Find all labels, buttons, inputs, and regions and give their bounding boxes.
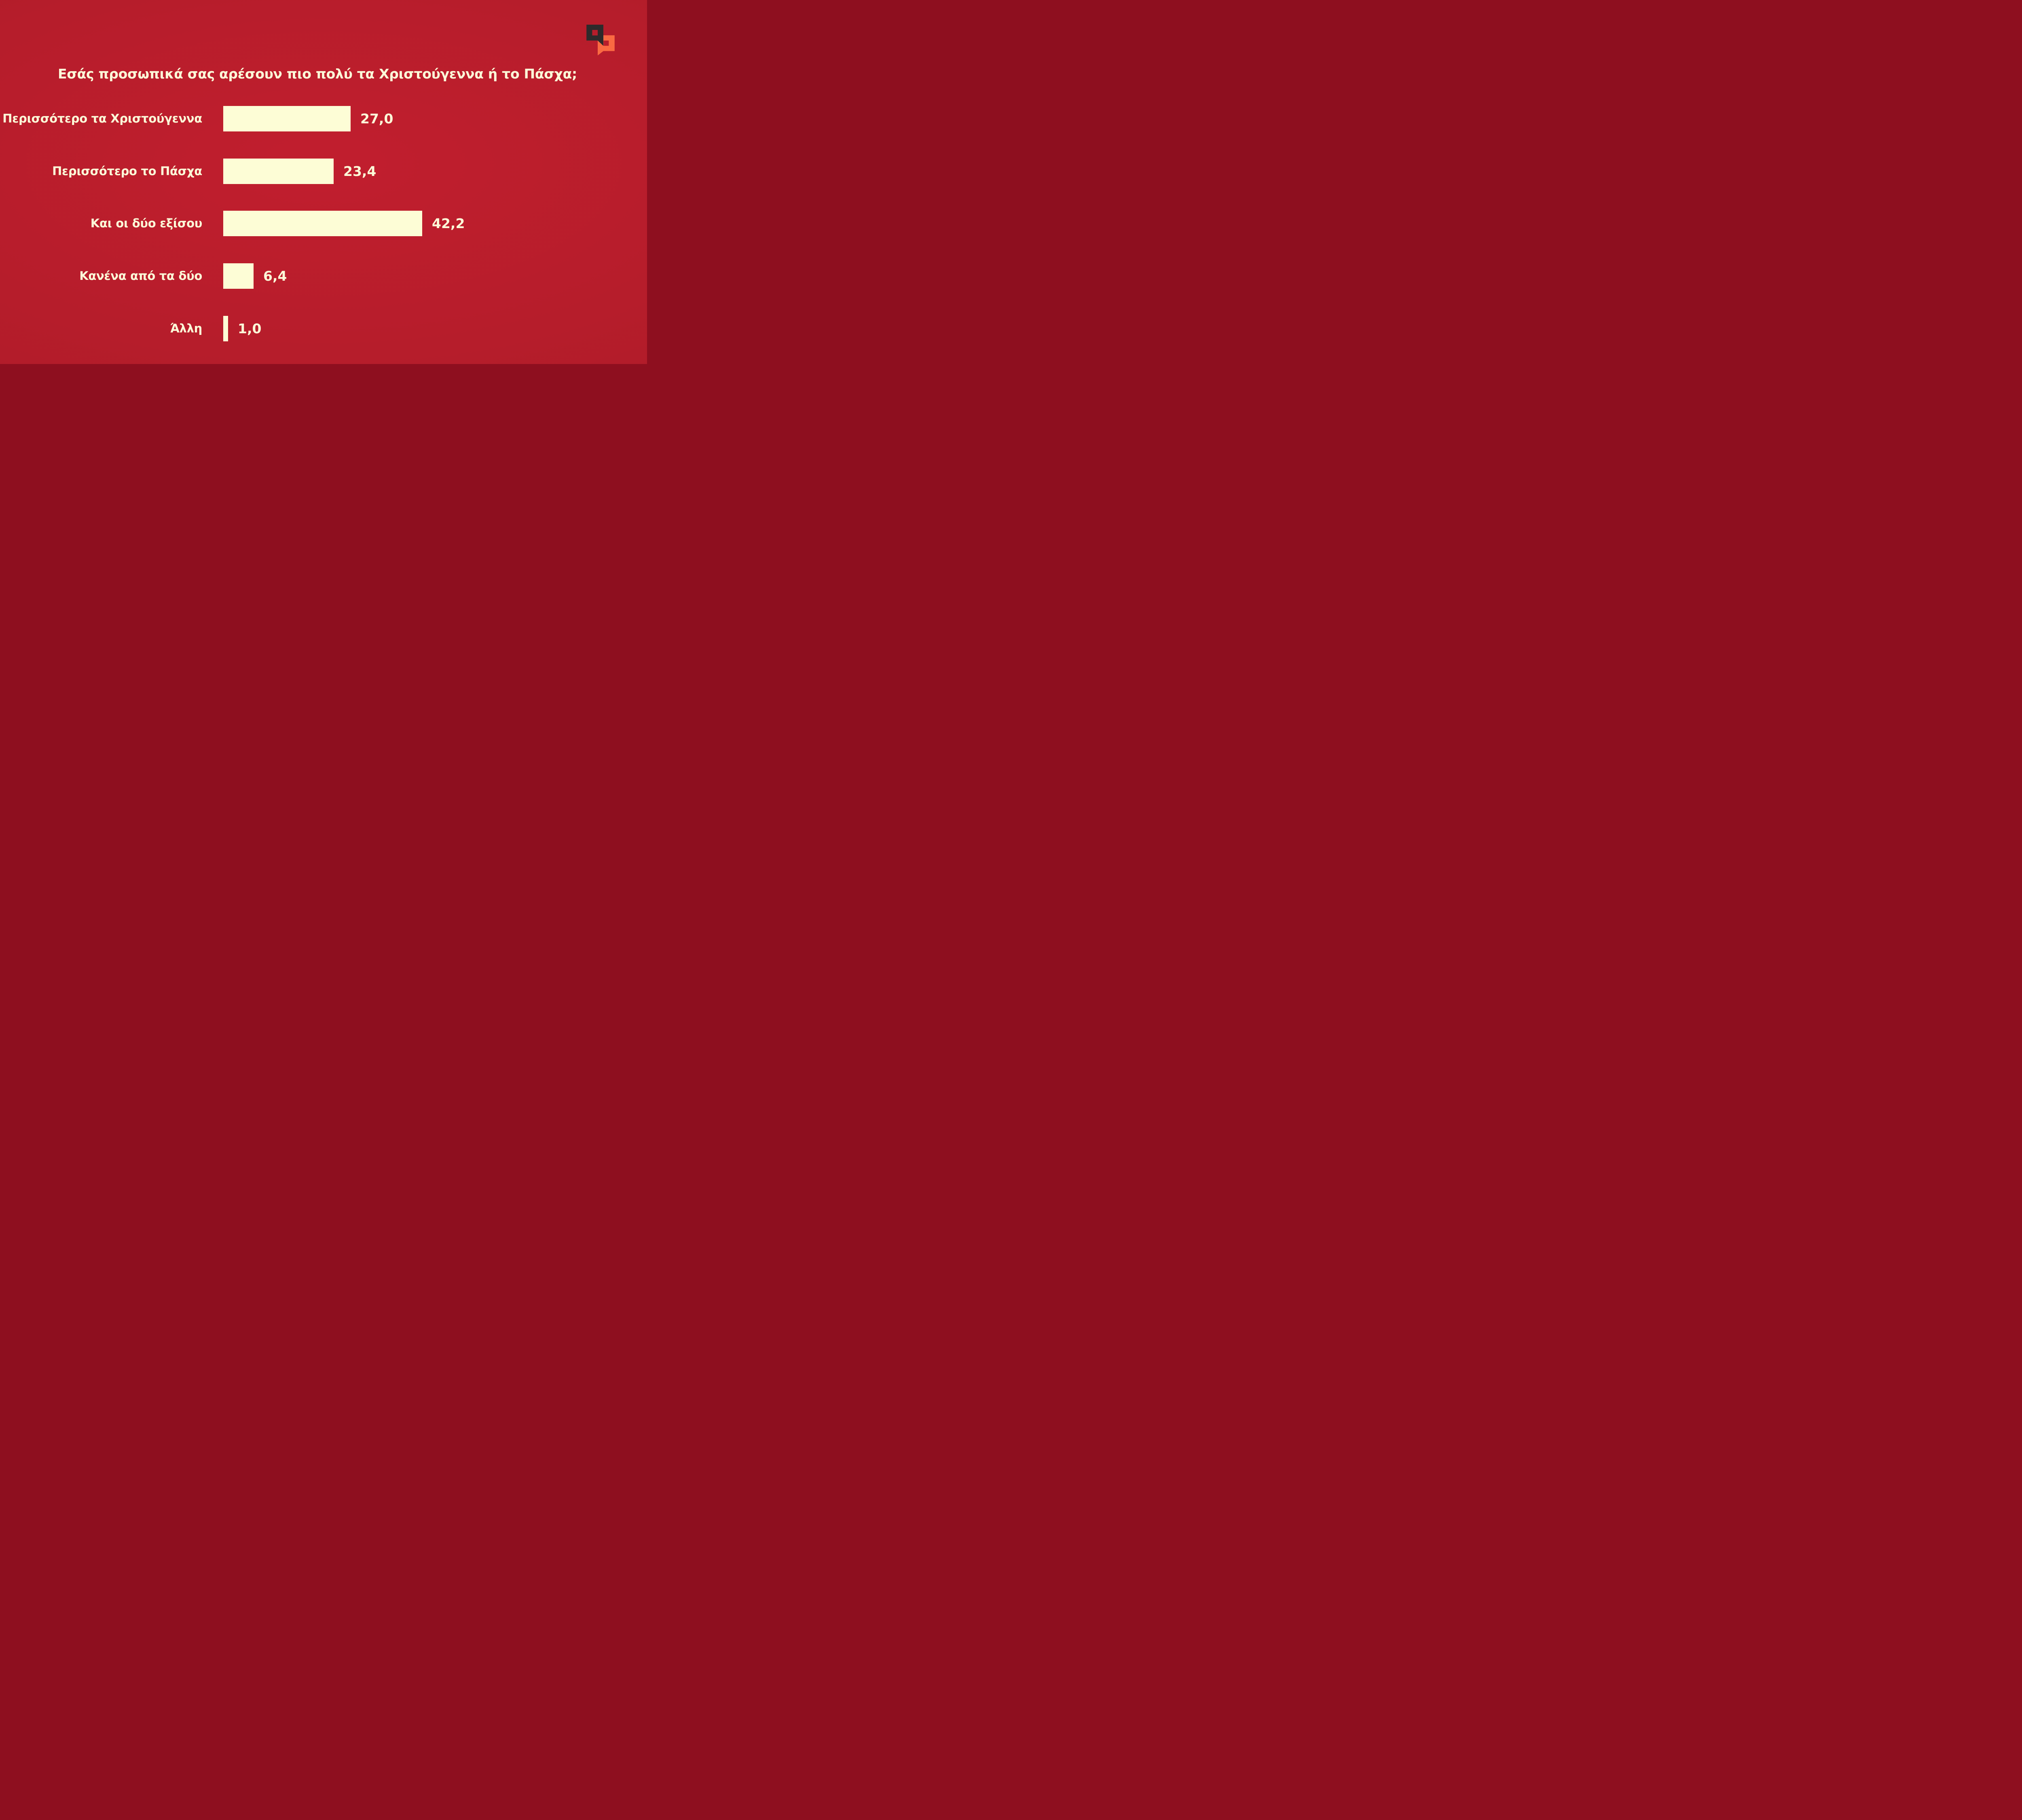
chart-title: Εσάς προσωπικά σας αρέσουν πιο πολύ τα Χ…	[58, 66, 577, 82]
bar-category-label: Περισσότερο το Πάσχα	[52, 164, 202, 178]
bar-category-label: Κανένα από τα δύο	[79, 269, 202, 283]
bar-category-label: Άλλη	[170, 322, 203, 335]
bar-category-label: Περισσότερο τα Χριστούγεννα	[2, 112, 202, 125]
bar	[223, 316, 228, 341]
bar-value-label: 42,2	[432, 216, 465, 231]
bar	[223, 263, 254, 289]
bar-value-label: 6,4	[263, 268, 287, 284]
bar-row: Άλλη 1,0	[0, 316, 647, 341]
bar-value-label: 1,0	[238, 321, 262, 336]
bar-row: Περισσότερο τα Χριστούγεννα 27,0	[0, 106, 647, 131]
infographic-canvas: Εσάς προσωπικά σας αρέσουν πιο πολύ τα Χ…	[0, 0, 647, 364]
bar	[223, 159, 334, 184]
bar	[223, 106, 351, 131]
bar-value-label: 27,0	[360, 111, 393, 127]
bar-value-label: 23,4	[343, 163, 376, 179]
bar-category-label: Και οι δύο εξίσου	[90, 216, 203, 230]
chat-bubbles-logo	[586, 25, 615, 55]
bar	[223, 211, 422, 236]
logo-dark-bubble-icon	[586, 25, 603, 46]
bar-row: Και οι δύο εξίσου 42,2	[0, 211, 647, 236]
bar-row: Περισσότερο το Πάσχα 23,4	[0, 159, 647, 184]
bar-row: Κανένα από τα δύο 6,4	[0, 263, 647, 289]
